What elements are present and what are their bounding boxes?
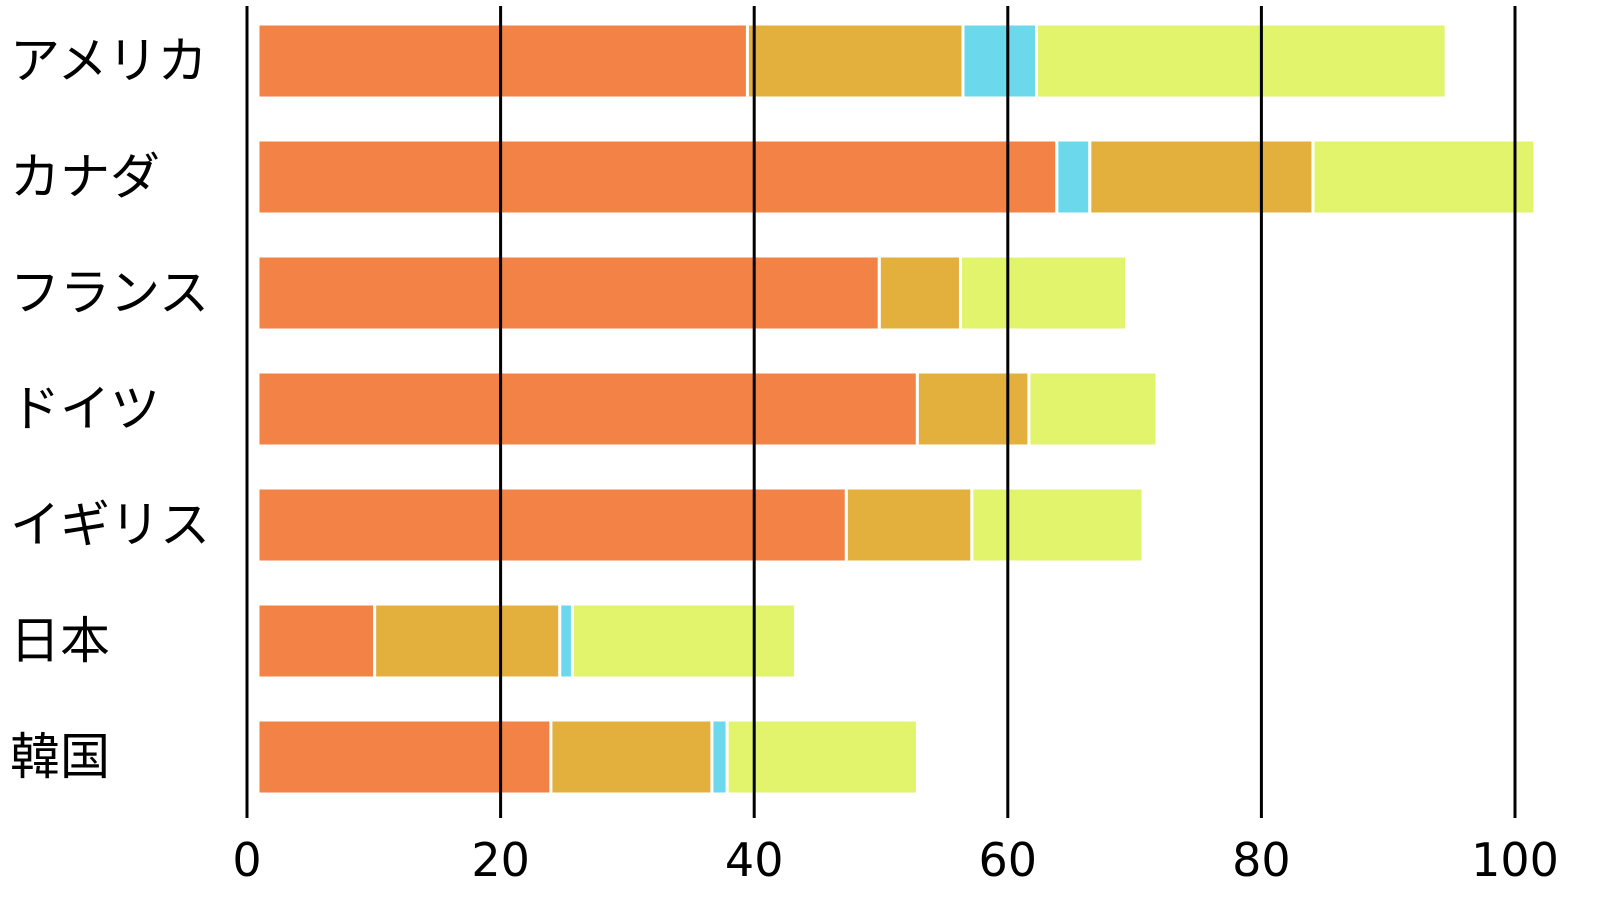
- bar-segment: [961, 22, 1039, 100]
- grid-layer: [245, 6, 1517, 818]
- category-label: フランス: [10, 264, 209, 322]
- category-label: ドイツ: [10, 380, 160, 438]
- bar-segment: [373, 602, 562, 680]
- bar-segment: [745, 22, 965, 100]
- x-tick-label: 0: [232, 833, 261, 887]
- bar-segment: [549, 718, 714, 796]
- bar-segment: [256, 22, 749, 100]
- bar-segment: [725, 718, 919, 796]
- x-tick-label: 40: [725, 833, 784, 887]
- bar-segment: [1311, 138, 1537, 216]
- x-axis-tick-labels: 0 20 40 60 80 100: [232, 833, 1559, 887]
- category-label: イギリス: [10, 496, 210, 554]
- bar-segment: [877, 254, 962, 332]
- bar-segment: [844, 486, 974, 564]
- bar-segment: [710, 718, 729, 796]
- bar-segment: [958, 254, 1129, 332]
- category-label: 韓国: [10, 728, 110, 786]
- bar-segment: [558, 602, 574, 680]
- bar-segment: [570, 602, 798, 680]
- category-label: アメリカ: [10, 32, 208, 90]
- bar-segment: [256, 718, 553, 796]
- category-label: カナダ: [10, 148, 160, 206]
- bar-segment: [1088, 138, 1315, 216]
- bars-layer: [256, 22, 1537, 796]
- bar-segment: [915, 370, 1031, 448]
- bar-segment: [1035, 22, 1448, 100]
- x-tick-label: 100: [1471, 833, 1559, 887]
- x-tick-label: 20: [471, 833, 530, 887]
- bar-segment: [970, 486, 1145, 564]
- bar-segment: [256, 602, 377, 680]
- bar-segment: [256, 254, 881, 332]
- bar-segment: [1027, 370, 1159, 448]
- x-tick-label: 60: [979, 833, 1038, 887]
- bar-segment: [1055, 138, 1092, 216]
- bar-segment: [256, 486, 848, 564]
- bar-segment: [256, 138, 1059, 216]
- bar-segment: [256, 370, 919, 448]
- x-tick-label: 80: [1232, 833, 1291, 887]
- category-label: 日本: [10, 612, 110, 670]
